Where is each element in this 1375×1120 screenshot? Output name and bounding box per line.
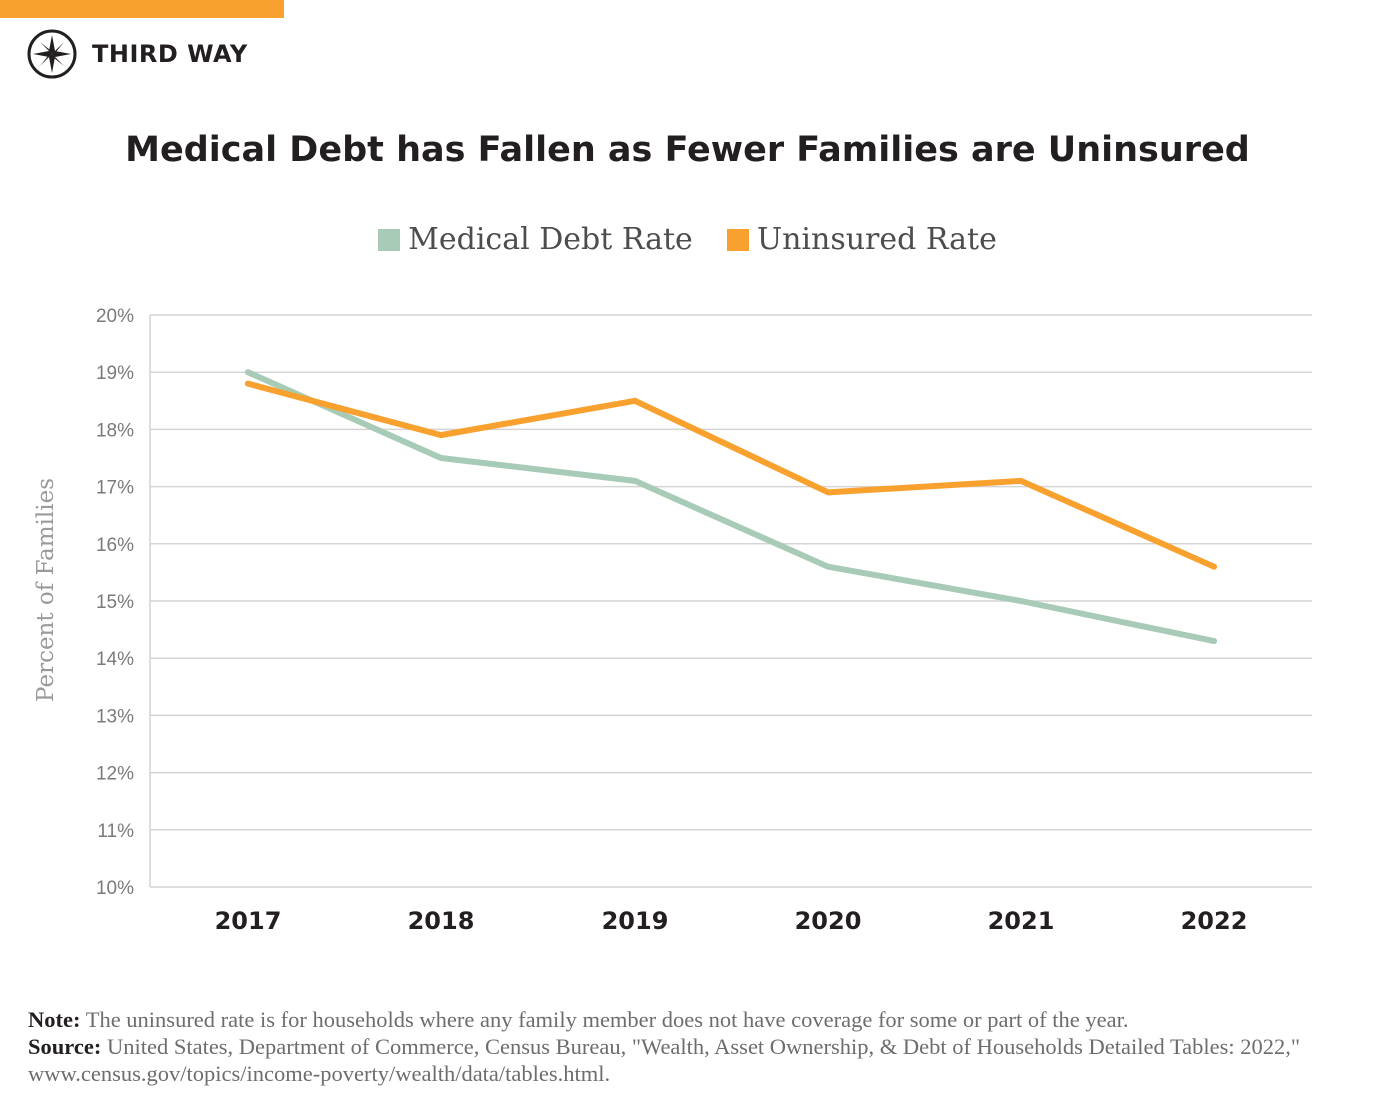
note-line: Note: The uninsured rate is for househol… xyxy=(28,1006,1348,1033)
data-point-medical-debt xyxy=(245,369,251,376)
y-tick-label: 14% xyxy=(96,649,134,670)
y-tick-label: 10% xyxy=(96,878,134,899)
legend-item-medical-debt: Medical Debt Rate xyxy=(378,222,693,257)
x-tick-label: 2019 xyxy=(602,907,669,935)
x-tick-label: 2021 xyxy=(988,907,1055,935)
data-point-uninsured xyxy=(632,397,638,404)
x-tick-label: 2018 xyxy=(408,907,475,935)
data-point-uninsured xyxy=(438,432,444,439)
data-point-medical-debt xyxy=(1018,598,1024,604)
source-line: Source: United States, Department of Com… xyxy=(28,1033,1348,1087)
y-tick-label: 18% xyxy=(96,420,134,441)
y-tick-label: 16% xyxy=(96,535,134,556)
y-tick-label: 13% xyxy=(96,706,134,727)
y-tick-label: 20% xyxy=(96,306,134,327)
data-point-medical-debt xyxy=(438,455,444,461)
legend-swatch-uninsured xyxy=(726,228,749,251)
legend-label-uninsured: Uninsured Rate xyxy=(756,222,997,257)
legend-swatch-medical-debt xyxy=(378,228,401,251)
line-chart: 10% 11% 12% 13% 14% 15% 16% 17% 18% 19% 20% 2017 201… xyxy=(33,306,1312,935)
y-tick-label: 15% xyxy=(96,592,134,613)
note-text: The uninsured rate is for households whe… xyxy=(80,1007,1129,1032)
x-tick-label: 2017 xyxy=(215,907,282,935)
data-point-uninsured xyxy=(245,380,251,387)
source-text: United States, Department of Commerce, C… xyxy=(28,1034,1301,1086)
y-tick-label: 11% xyxy=(97,821,134,842)
note-label: Note: xyxy=(28,1007,81,1032)
top-accent-bar xyxy=(0,0,284,18)
data-point-uninsured xyxy=(1018,477,1024,484)
chart-title: Medical Debt has Fallen as Fewer Familie… xyxy=(125,130,1250,170)
y-axis-label: Percent of Families xyxy=(33,478,59,702)
brand-logo: THIRD WAY xyxy=(26,28,248,80)
series-line-medical-debt xyxy=(245,369,1217,645)
data-point-uninsured xyxy=(1211,563,1217,570)
data-point-medical-debt xyxy=(632,477,638,484)
y-tick-label: 19% xyxy=(96,363,134,384)
chart-legend: Medical Debt Rate Uninsured Rate xyxy=(0,222,1375,257)
x-tick-label: 2022 xyxy=(1181,907,1248,935)
data-point-medical-debt xyxy=(825,563,831,570)
compass-star-icon xyxy=(27,29,77,79)
y-tick-label: 17% xyxy=(96,478,134,499)
x-tick-label: 2020 xyxy=(795,907,862,935)
y-tick-label: 12% xyxy=(96,764,134,785)
footnote: Note: The uninsured rate is for househol… xyxy=(28,1006,1348,1087)
brand-name: THIRD WAY xyxy=(92,40,248,68)
series-line-uninsured xyxy=(245,380,1217,570)
legend-label-medical-debt: Medical Debt Rate xyxy=(408,222,693,257)
data-point-medical-debt xyxy=(1211,638,1217,645)
data-point-uninsured xyxy=(825,489,831,496)
source-label: Source: xyxy=(28,1034,102,1059)
legend-item-uninsured: Uninsured Rate xyxy=(726,222,997,257)
